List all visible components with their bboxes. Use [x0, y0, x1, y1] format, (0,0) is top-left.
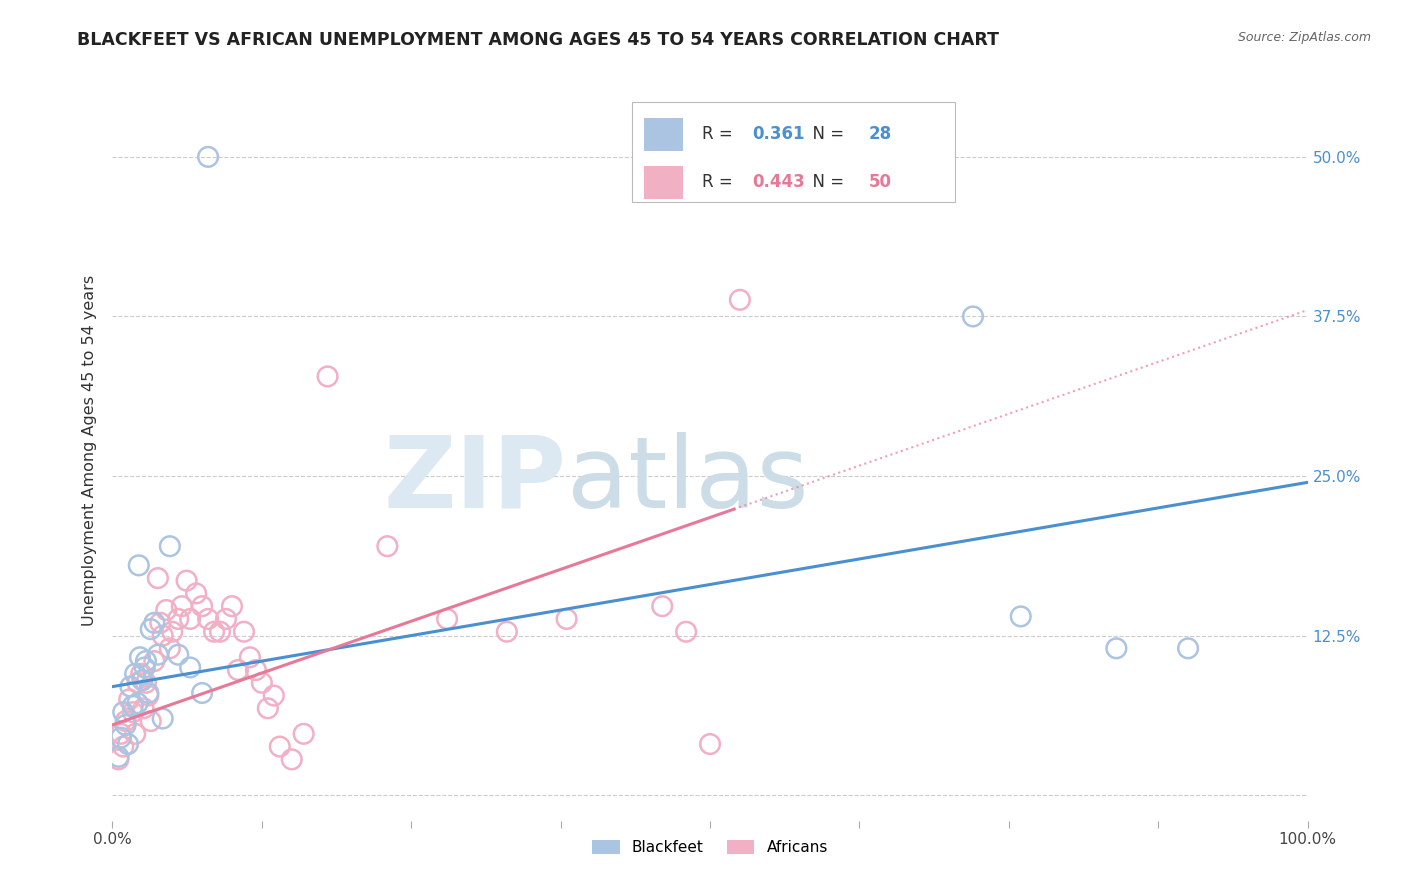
- Point: [245, 663, 267, 677]
- Text: 0.361: 0.361: [752, 126, 804, 144]
- Point: [152, 712, 174, 726]
- Point: [127, 696, 149, 710]
- Point: [281, 752, 304, 766]
- Point: [135, 675, 157, 690]
- Point: [250, 675, 273, 690]
- Point: [159, 539, 181, 553]
- Point: [139, 622, 162, 636]
- Legend: Blackfeet, Africans: Blackfeet, Africans: [586, 834, 834, 861]
- Point: [226, 663, 249, 677]
- Bar: [644, 118, 682, 151]
- Point: [134, 660, 156, 674]
- Point: [129, 650, 152, 665]
- Point: [107, 752, 129, 766]
- Point: [191, 686, 214, 700]
- Point: [436, 612, 458, 626]
- Point: [162, 624, 183, 639]
- Point: [167, 612, 190, 626]
- Point: [1105, 641, 1128, 656]
- Point: [167, 648, 190, 662]
- Y-axis label: Unemployment Among Ages 45 to 54 years: Unemployment Among Ages 45 to 54 years: [82, 275, 97, 626]
- Bar: [644, 166, 682, 199]
- Point: [131, 673, 153, 688]
- Point: [179, 612, 201, 626]
- Point: [114, 718, 136, 732]
- Point: [269, 739, 291, 754]
- Point: [146, 648, 169, 662]
- Point: [675, 624, 697, 639]
- Point: [257, 701, 280, 715]
- Point: [159, 641, 181, 656]
- Point: [114, 714, 136, 728]
- Point: [112, 705, 135, 719]
- Point: [138, 689, 160, 703]
- Point: [651, 599, 673, 614]
- Point: [699, 737, 721, 751]
- Point: [120, 680, 142, 694]
- Point: [117, 737, 139, 751]
- Text: N =: N =: [801, 173, 849, 192]
- Point: [728, 293, 751, 307]
- Point: [129, 666, 152, 681]
- Point: [112, 739, 135, 754]
- Point: [146, 571, 169, 585]
- Point: [139, 714, 162, 728]
- Point: [233, 624, 256, 639]
- Text: BLACKFEET VS AFRICAN UNEMPLOYMENT AMONG AGES 45 TO 54 YEARS CORRELATION CHART: BLACKFEET VS AFRICAN UNEMPLOYMENT AMONG …: [77, 31, 1000, 49]
- Point: [107, 749, 129, 764]
- Point: [155, 603, 177, 617]
- Point: [377, 539, 399, 553]
- Point: [121, 705, 143, 719]
- Text: atlas: atlas: [567, 432, 808, 529]
- Point: [132, 701, 155, 715]
- Point: [127, 675, 149, 690]
- Text: R =: R =: [702, 126, 738, 144]
- Point: [962, 310, 984, 324]
- Point: [124, 666, 146, 681]
- Text: ZIP: ZIP: [384, 432, 567, 529]
- Point: [149, 615, 172, 630]
- Point: [215, 612, 238, 626]
- Point: [128, 558, 150, 573]
- Point: [263, 689, 285, 703]
- Point: [152, 629, 174, 643]
- Point: [191, 599, 214, 614]
- Point: [202, 624, 225, 639]
- Point: [110, 727, 132, 741]
- Point: [1177, 641, 1199, 656]
- Point: [135, 654, 157, 668]
- Point: [209, 624, 232, 639]
- Point: [221, 599, 243, 614]
- Point: [197, 150, 219, 164]
- Point: [143, 654, 166, 668]
- Point: [138, 686, 160, 700]
- Point: [292, 727, 315, 741]
- Text: R =: R =: [702, 173, 738, 192]
- Text: N =: N =: [801, 126, 849, 144]
- Point: [197, 612, 219, 626]
- Point: [118, 692, 141, 706]
- Point: [186, 586, 208, 600]
- Text: 50: 50: [869, 173, 891, 192]
- Point: [143, 615, 166, 630]
- Point: [170, 599, 193, 614]
- Point: [496, 624, 519, 639]
- Text: 0.443: 0.443: [752, 173, 804, 192]
- Point: [110, 731, 132, 745]
- Point: [1010, 609, 1032, 624]
- Point: [555, 612, 578, 626]
- Point: [179, 660, 201, 674]
- FancyBboxPatch shape: [633, 103, 955, 202]
- Point: [316, 369, 339, 384]
- Point: [124, 727, 146, 741]
- Text: 28: 28: [869, 126, 891, 144]
- Point: [176, 574, 198, 588]
- Text: Source: ZipAtlas.com: Source: ZipAtlas.com: [1237, 31, 1371, 45]
- Point: [121, 698, 143, 713]
- Point: [239, 650, 262, 665]
